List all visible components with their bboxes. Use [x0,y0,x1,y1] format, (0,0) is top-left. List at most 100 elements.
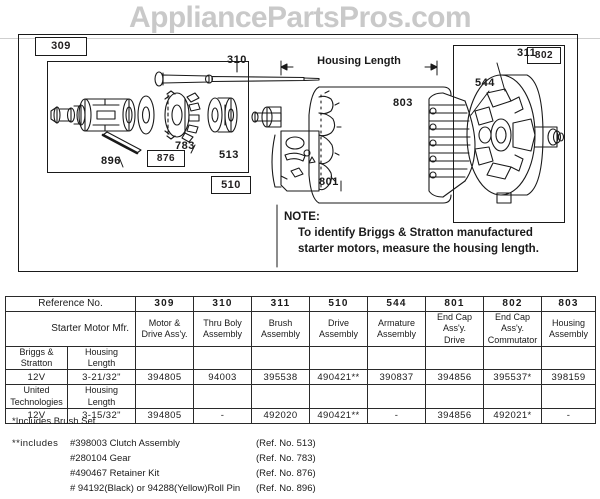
footnote-part-1: #280104 Gear [70,452,131,464]
housing-length-label: Housing Length [317,55,401,67]
spacer-cell-1-6 [483,384,543,409]
callout-896: 896 [101,155,121,167]
spacer-cell-1-2 [251,384,311,409]
callout-513: 513 [219,149,239,161]
housing-length-value-1: 3-15/32" [66,407,137,424]
spacer-cell-0-0 [135,345,195,371]
ref-number-544: 544 [367,296,427,312]
part-number-310-1: - [193,407,253,424]
footnote-ref-1: (Ref. No. 783) [256,452,316,464]
footnote-part-2: #490467 Retainer Kit [70,467,160,479]
header-starter-motor-mfr: Starter Motor Mfr. [4,311,137,347]
ref-number-309: 309 [135,296,195,312]
component-name-310: Thru Boly Assembly [193,311,253,347]
spacer-cell-0-2 [251,345,311,371]
callout-783: 783 [175,140,195,152]
part-number-510-0: 490421** [309,369,369,386]
callout-510: 510 [211,176,251,194]
spacer-cell-0-6 [483,345,543,371]
component-name-311: Brush Assembly [251,311,311,347]
ref-number-510: 510 [309,296,369,312]
footnote-part-0: #398003 Clutch Assembly [70,438,180,449]
callout-801: 801 [319,176,339,188]
footnote-item-1: #280104 Gear (Ref. No. 783) [12,453,432,465]
part-number-311-0: 395538 [251,369,311,386]
part-number-802-0: 395537* [483,369,543,386]
part-number-801-0: 394856 [425,369,485,386]
note-line-2: starter motors, measure the housing leng… [298,242,539,255]
table-row-parts-1: 12V 3-15/32" 394805-492020 490421** -394856 4… [5,407,597,424]
note-body: To identify Briggs & Stratton manufactur… [298,226,564,257]
housing-length-header-0: Housing Length [66,345,137,371]
component-name-803: Housing Assembly [541,311,597,347]
footnote-item-0: **includes #398003 Clutch Assembly (Ref. N… [12,438,432,450]
table-row-parts-0: 12V 3-21/32" 394805 94003 395538 490421** 3908… [5,369,597,386]
callout-544: 544 [475,77,495,89]
drive-assembly-art [51,91,237,153]
footnote-ref-0: (Ref. No. 513) [256,438,316,449]
housing-length-dimension [281,61,437,75]
callout-802: 802 [527,47,561,64]
end-cap-group-box [453,45,565,223]
housing-length-value-0: 3-21/32" [66,369,137,386]
note-title: NOTE: [284,211,320,223]
commutator-end-cap-art [467,75,564,203]
footnote-brush-set: *Includes Brush Set [12,416,96,427]
housing-length-header-1: Housing Length [66,384,137,409]
part-number-310-0: 94003 [193,369,253,386]
footnote-ref-3: (Ref. No. 896) [256,482,316,494]
spacer-cell-1-4 [367,384,427,409]
table-row-component-names: Starter Motor Mfr. Motor & Drive Ass'y. Thr… [4,311,597,347]
part-number-803-1: - [541,407,597,424]
callout-311: 311 [517,47,537,59]
identification-note: NOTE: To identify Briggs & Stratton manu… [284,211,564,257]
spacer-cell-1-0 [135,384,195,409]
part-number-544-0: 390837 [367,369,427,386]
callout-310: 310 [227,54,247,66]
mfr-name-0: Briggs & Stratton [5,345,68,371]
mfr-name-1: United Technologies [5,384,68,409]
spacer-cell-1-7 [541,384,597,409]
part-number-801-1: 394856 [425,407,485,424]
component-name-802: End Cap Ass'y. Commutator [483,311,543,347]
footnote-lead-2 [12,468,70,480]
spacer-cell-1-5 [425,384,485,409]
spacer-cell-0-3 [309,345,369,371]
footnote-part-3: # 94192(Black) or 94288(Yellow)Roll Pin [70,482,241,494]
spacer-cell-1-3 [309,384,369,409]
callout-leader-lines [119,63,505,191]
table-row-group-label-1: United Technologies Housing Length [5,384,597,409]
component-name-544: Armature Assembly [367,311,427,347]
part-number-803-0: 398159 [541,369,597,386]
footnote-lead-1 [12,453,70,465]
motor-housing-art [252,87,475,203]
footnote-lead-3 [12,483,70,495]
ref-number-311: 311 [251,296,311,312]
part-number-309-0: 394805 [135,369,195,386]
spacer-cell-0-1 [193,345,253,371]
ref-number-803: 803 [541,296,597,312]
ref-number-802: 802 [483,296,543,312]
footnote-block: *Includes Brush Set **includes #398003 Cl… [12,416,432,497]
parts-diagram-frame: Housing Length 309 802 510 876 310 311 5… [18,34,578,272]
component-name-309: Motor & Drive Ass'y. [135,311,195,347]
ref-number-801: 801 [425,296,485,312]
callout-803: 803 [393,97,413,109]
thru-bolt-art [155,63,319,86]
callout-876: 876 [147,150,185,167]
table-row-reference-numbers: Reference No. 309 310 311 510 544 801 802 803 [4,296,597,312]
callout-309: 309 [35,37,87,56]
footnote-includes-list: **includes #398003 Clutch Assembly (Ref. N… [12,438,432,495]
spacer-cell-0-7 [541,345,597,371]
footnote-item-2: #490467 Retainer Kit (Ref. No. 876) [12,468,432,480]
component-name-510: Drive Assembly [309,311,369,347]
parts-reference-table: Reference No. 309 310 311 510 544 801 802 803 Sta… [4,296,597,424]
drive-assembly-group-box [47,61,249,173]
spacer-cell-1-1 [193,384,253,409]
part-number-802-1: 492021* [483,407,543,424]
component-name-801: End Cap Ass'y. Drive [425,311,485,347]
ref-number-310: 310 [193,296,253,312]
site-watermark: AppliancePartsPros.com [0,2,600,39]
voltage-0: 12V [5,369,68,386]
spacer-cell-0-4 [367,345,427,371]
